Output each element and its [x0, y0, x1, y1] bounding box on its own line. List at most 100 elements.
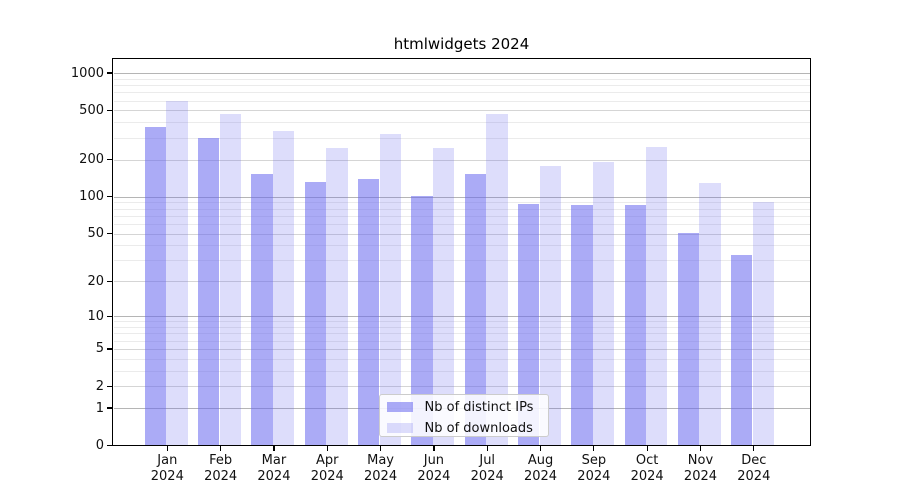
- minor-gridline: [113, 202, 810, 204]
- legend-item: Nb of distinct IPs: [380, 399, 548, 416]
- x-tick-year: 2024: [737, 469, 771, 484]
- minor-gridline: [113, 215, 810, 217]
- major-gridline: [113, 233, 810, 235]
- y-tick-label: 1: [95, 400, 104, 416]
- y-tick-label: 2: [95, 378, 104, 394]
- x-tick-label: Jun 2024: [402, 453, 466, 485]
- x-tick-month: May: [367, 453, 394, 468]
- bar-distinct-ips: [517, 203, 540, 446]
- major-gridline: [113, 110, 810, 112]
- legend: Nb of distinct IPs Nb of downloads: [378, 393, 549, 437]
- y-tick-mark: [106, 72, 113, 74]
- y-tick-label: 20: [87, 273, 104, 289]
- x-tick-label: Oct 2024: [615, 453, 679, 485]
- minor-gridline: [113, 85, 810, 87]
- y-tick-mark: [106, 159, 113, 161]
- bar-downloads: [326, 148, 348, 446]
- x-tick-label: Aug 2024: [509, 453, 573, 485]
- minor-gridline: [113, 137, 810, 139]
- x-tick-month: Jan: [157, 453, 178, 468]
- minor-gridline: [113, 340, 810, 342]
- minor-gridline: [113, 358, 810, 360]
- bar-downloads: [539, 165, 561, 446]
- y-tick-label: 10: [87, 308, 104, 324]
- x-tick-label: Apr 2024: [295, 453, 359, 485]
- bar-distinct-ips: [357, 178, 380, 446]
- bar-downloads: [646, 146, 668, 446]
- x-tick-year: 2024: [310, 469, 344, 484]
- x-tick-label: Jul 2024: [455, 453, 519, 485]
- bar-distinct-ips: [624, 205, 646, 446]
- minor-gridline: [113, 321, 810, 323]
- x-tick-mark: [486, 446, 488, 452]
- x-tick-year: 2024: [364, 469, 398, 484]
- x-tick-mark: [379, 446, 382, 452]
- bar-downloads: [379, 134, 401, 446]
- bar-distinct-ips: [571, 205, 593, 446]
- legend-label: Nb of downloads: [424, 420, 533, 436]
- bar-downloads: [752, 202, 775, 446]
- bar-distinct-ips: [304, 181, 326, 446]
- bar-downloads: [272, 131, 295, 446]
- y-tick-mark: [106, 407, 113, 409]
- x-tick-label: Nov 2024: [668, 453, 732, 485]
- minor-gridline: [113, 122, 810, 124]
- bar-downloads: [166, 100, 188, 446]
- minor-gridline: [113, 78, 810, 80]
- major-gridline: [113, 348, 810, 350]
- major-gridline: [113, 316, 810, 318]
- major-gridline: [113, 196, 810, 198]
- bar-downloads: [219, 113, 241, 446]
- x-tick-month: Dec: [741, 453, 767, 468]
- bar-distinct-ips: [251, 173, 273, 446]
- x-tick-month: Jul: [479, 453, 496, 468]
- minor-gridline: [113, 208, 810, 210]
- x-tick-mark: [166, 446, 168, 452]
- bar-downloads: [699, 182, 721, 446]
- x-tick-month: Feb: [209, 453, 233, 468]
- x-tick-year: 2024: [577, 469, 611, 484]
- x-tick-month: Oct: [635, 453, 659, 468]
- y-tick-mark: [106, 385, 113, 387]
- x-tick-mark: [593, 446, 595, 452]
- x-tick-year: 2024: [630, 469, 664, 484]
- x-tick-mark: [326, 446, 328, 452]
- x-tick-month: Jun: [423, 453, 445, 468]
- x-tick-month: Nov: [687, 453, 714, 468]
- y-tick-label: 50: [87, 226, 104, 242]
- y-tick-mark: [106, 196, 113, 198]
- bar-distinct-ips: [464, 173, 486, 446]
- x-tick-mark: [433, 446, 435, 452]
- bar-distinct-ips: [731, 255, 753, 446]
- bar-downloads: [486, 113, 508, 446]
- bar-distinct-ips: [677, 232, 700, 446]
- y-tick-mark: [106, 109, 113, 112]
- x-tick-mark: [273, 446, 275, 452]
- legend-item: Nb of downloads: [380, 420, 548, 437]
- x-tick-mark: [699, 446, 702, 452]
- x-tick-label: Dec 2024: [722, 453, 786, 485]
- x-tick-label: Jan 2024: [135, 453, 199, 485]
- y-tick-label: 100: [79, 189, 104, 205]
- legend-swatch-downloads: [386, 423, 413, 433]
- bar-distinct-ips: [198, 137, 220, 446]
- minor-gridline: [113, 92, 810, 94]
- x-tick-month: Mar: [261, 453, 287, 468]
- x-tick-month: Sep: [581, 453, 607, 468]
- minor-gridline: [113, 370, 810, 372]
- x-tick-mark: [646, 446, 648, 452]
- x-tick-mark: [539, 446, 542, 452]
- y-tick-mark: [106, 444, 113, 447]
- y-tick-label: 5: [95, 341, 104, 357]
- major-gridline: [113, 386, 810, 388]
- x-tick-label: Mar 2024: [242, 453, 306, 485]
- x-tick-year: 2024: [683, 469, 718, 484]
- major-gridline: [113, 159, 810, 161]
- x-tick-year: 2024: [204, 469, 238, 484]
- y-tick-label: 1000: [70, 65, 104, 81]
- y-tick-label: 0: [95, 438, 104, 453]
- x-tick-year: 2024: [257, 469, 291, 484]
- y-tick-mark: [106, 232, 113, 235]
